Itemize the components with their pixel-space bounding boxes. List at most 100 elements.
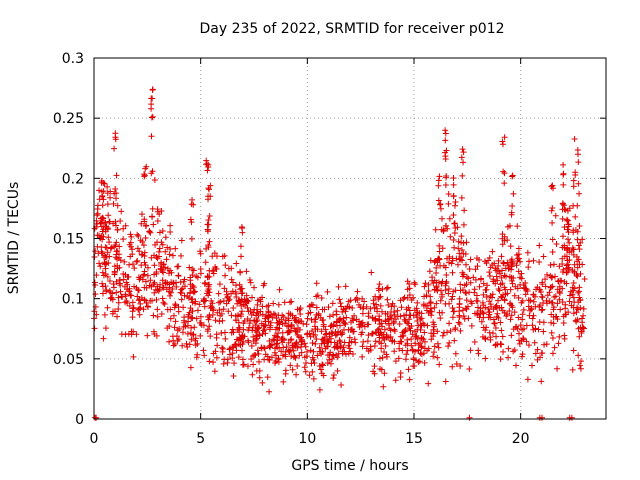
data-point <box>372 338 379 345</box>
data-point <box>116 264 123 271</box>
data-point <box>549 205 556 212</box>
data-point <box>520 284 527 291</box>
data-point <box>102 219 109 226</box>
data-point <box>250 361 257 368</box>
data-point <box>346 345 353 352</box>
data-point <box>128 331 135 338</box>
data-point <box>524 376 531 383</box>
data-point <box>232 290 239 297</box>
data-point <box>127 239 134 246</box>
data-point <box>189 266 196 273</box>
data-point <box>159 241 166 248</box>
data-point <box>507 286 514 293</box>
data-point <box>509 260 516 267</box>
data-point <box>307 347 314 354</box>
data-point <box>394 307 401 314</box>
data-point <box>445 190 452 197</box>
data-point <box>376 281 383 288</box>
data-point <box>237 268 244 275</box>
data-point <box>574 228 581 235</box>
data-point <box>392 377 399 384</box>
data-point <box>302 368 309 375</box>
data-point <box>418 343 425 350</box>
data-point <box>175 336 182 343</box>
data-point <box>442 287 449 294</box>
data-point <box>522 291 529 298</box>
data-point <box>148 213 155 220</box>
data-point <box>191 324 198 331</box>
data-point <box>450 175 457 182</box>
data-point <box>341 326 348 333</box>
data-point <box>144 264 151 271</box>
data-point <box>499 141 506 148</box>
data-point <box>181 283 188 290</box>
data-point <box>460 159 467 166</box>
data-point <box>181 276 188 283</box>
data-point <box>342 351 349 358</box>
data-point <box>564 217 571 224</box>
data-point <box>539 350 546 357</box>
data-point <box>566 292 573 299</box>
data-point <box>342 283 349 290</box>
data-point <box>460 149 467 156</box>
data-point <box>198 321 205 328</box>
data-point <box>475 304 482 311</box>
data-point <box>492 325 499 332</box>
data-point <box>391 311 398 318</box>
data-point <box>501 180 508 187</box>
data-point <box>365 313 372 320</box>
data-point <box>229 279 236 286</box>
data-point <box>293 328 300 335</box>
data-point <box>167 315 174 322</box>
data-point <box>414 309 421 316</box>
data-point <box>129 261 136 268</box>
x-tick-label: 20 <box>512 431 530 447</box>
data-point <box>293 339 300 346</box>
data-point <box>520 336 527 343</box>
data-point <box>245 339 252 346</box>
data-point <box>187 216 194 223</box>
data-point <box>330 371 337 378</box>
data-point <box>308 316 315 323</box>
data-point <box>115 299 122 306</box>
data-point <box>179 342 186 349</box>
data-point <box>149 113 156 120</box>
data-point <box>463 290 470 297</box>
data-point <box>472 266 479 273</box>
data-point <box>188 336 195 343</box>
data-point <box>378 366 385 373</box>
data-point <box>230 305 237 312</box>
data-point <box>379 354 386 361</box>
data-point <box>435 279 442 286</box>
data-point <box>324 343 331 350</box>
data-point <box>279 335 286 342</box>
data-point <box>201 352 208 359</box>
data-point <box>554 365 561 372</box>
data-point <box>562 206 569 213</box>
data-point <box>439 332 446 339</box>
data-point <box>264 374 271 381</box>
data-point <box>112 242 119 249</box>
data-point <box>251 284 258 291</box>
data-point <box>124 300 131 307</box>
data-point <box>154 255 161 262</box>
data-point <box>565 221 572 228</box>
data-point <box>376 334 383 341</box>
data-point <box>113 251 120 258</box>
data-point <box>430 326 437 333</box>
data-point <box>334 343 341 350</box>
data-point <box>446 259 453 266</box>
data-point <box>129 251 136 258</box>
data-point <box>426 268 433 275</box>
data-point <box>330 312 337 319</box>
data-point <box>430 330 437 337</box>
data-point <box>578 358 585 365</box>
data-point <box>316 363 323 370</box>
data-point <box>249 294 256 301</box>
data-point <box>230 373 237 380</box>
data-point <box>564 257 571 264</box>
data-point <box>557 277 564 284</box>
data-point <box>248 342 255 349</box>
y-tick-label: 0.2 <box>62 171 84 187</box>
data-point <box>312 340 319 347</box>
